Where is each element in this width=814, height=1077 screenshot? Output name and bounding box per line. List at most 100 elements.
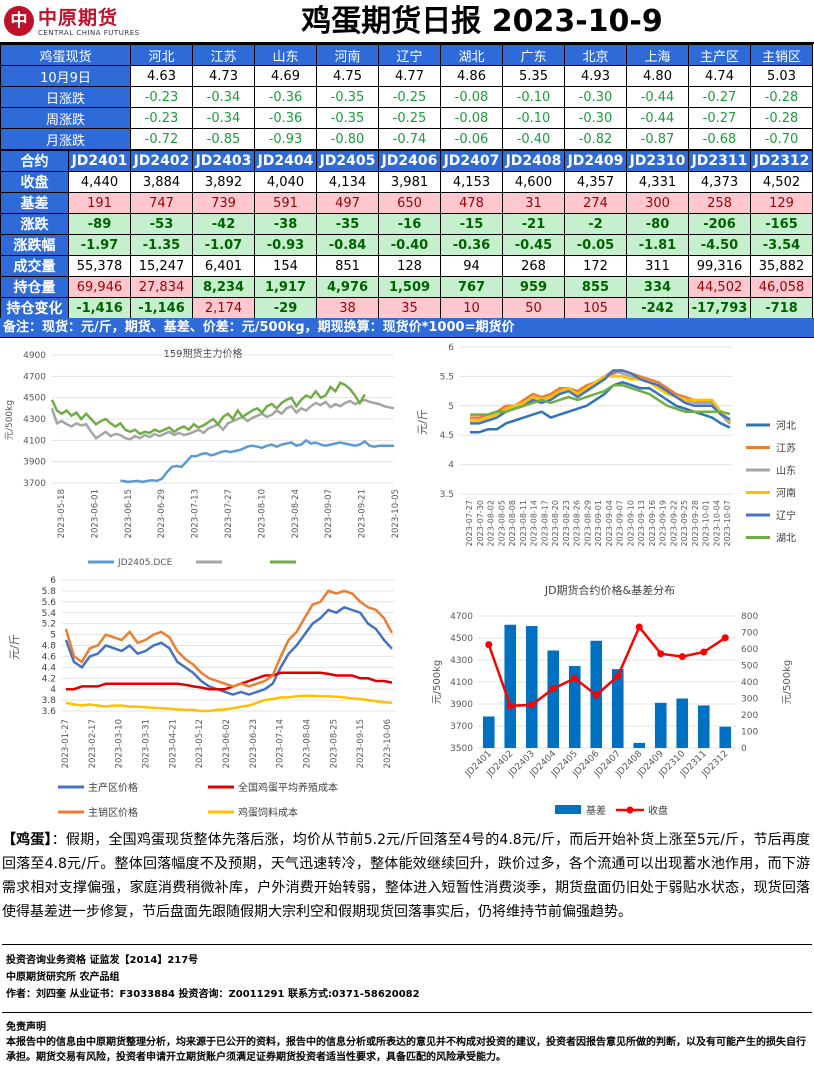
x-tick-label: 2023-09-10 (626, 500, 635, 547)
futures-cell: -2 (564, 213, 627, 235)
x-tick-label: 2023-09-07 (324, 489, 334, 538)
y-tick-label: 4100 (450, 678, 473, 688)
series-line (64, 605, 393, 696)
legend-label: 主产区价格 (88, 781, 138, 794)
x-tick-label: 2023-05-18 (57, 489, 67, 538)
futures-corner-header: 合约 (0, 150, 69, 172)
spot-cell: 4.74 (688, 65, 751, 87)
futures-cell: 4,440 (68, 171, 131, 193)
row-label: 10月9日 (0, 65, 131, 87)
y-tick-label: 4.6 (42, 652, 57, 662)
futures-cell: 4,600 (502, 171, 565, 193)
legend-label: 山东 (776, 464, 796, 477)
y-tick-label: 3.5 (440, 490, 454, 500)
x-tick-label: 2023-08-26 (573, 500, 582, 547)
futures-cell: 8,234 (192, 276, 255, 298)
futures-cell: 38 (316, 297, 379, 319)
futures-cell: -0.84 (316, 234, 379, 256)
futures-cell: -1.97 (68, 234, 131, 256)
futures-cell: -1.07 (192, 234, 255, 256)
futures-cell: 6,401 (192, 255, 255, 277)
futures-cell: -35 (316, 213, 379, 235)
futures-cell: 94 (440, 255, 503, 277)
basis-bar (547, 650, 560, 748)
x-tick-label: 2023-03-10 (115, 719, 125, 768)
spot-cell: 4.80 (626, 65, 689, 87)
table-row: 基差 191 747 739 591 497 650 478 31 274 300 258 129 (0, 192, 813, 214)
y2-tick-label: 300 (741, 695, 758, 705)
y2-tick-label: 600 (741, 645, 758, 655)
spot-cell: 4.73 (192, 65, 255, 87)
chart-title: 159期货主力价格 (163, 347, 242, 360)
y2-tick-label: 200 (741, 711, 758, 721)
region-header: 河北 (130, 44, 193, 66)
table-row: 持仓量 69,946 27,834 8,234 1,917 4,976 1,509 767 95… (0, 276, 813, 298)
basis-bar (525, 626, 538, 748)
spot-cell: -0.34 (192, 107, 255, 129)
futures-cell: -38 (254, 213, 317, 235)
legend-label: 鸡蛋饲料成本 (238, 806, 298, 819)
futures-cell: -0.05 (564, 234, 627, 256)
spot-cell: 4.69 (254, 65, 317, 87)
spot-cell: -0.70 (750, 128, 813, 150)
y-tick-label: 3900 (450, 700, 473, 710)
futures-cell: -89 (68, 213, 131, 235)
legend-label: 基差 (586, 804, 606, 817)
x-tick-label: 2023-04-21 (168, 719, 178, 768)
x-tick-label: 2023-08-24 (291, 489, 301, 538)
close-price-point (635, 623, 643, 631)
region-header: 上海 (626, 44, 689, 66)
basis-bar (611, 669, 624, 748)
spot-cell: -0.28 (750, 107, 813, 129)
x-tick-label: 2023-09-25 (680, 500, 689, 547)
row-label: 日涨跌 (0, 86, 131, 108)
futures-cell: 50 (502, 297, 565, 319)
x-tick-label: 2023-08-23 (562, 500, 571, 547)
y-axis-label: 元/500kg (432, 660, 443, 705)
table-row: 10月9日 4.63 4.73 4.69 4.75 4.77 4.86 5.35 4.93 4.8… (0, 65, 813, 87)
x-tick-label: 2023-10-07 (723, 500, 732, 547)
row-label: 持仓变化 (0, 297, 69, 319)
series-line (64, 589, 394, 688)
disclaimer: 免责声明 本报告中的信息由中原期货整理分析，均来源于已公开的资料，报告中的信息分… (6, 1020, 806, 1065)
x-tick-label: 2023-07-14 (276, 719, 286, 768)
regional-spot-price-chart: 3.5 4 4.5 5 5.5 6 元/斤 2023-07-27 2023-07-30 2023-… (410, 340, 814, 572)
chart-svg: 159期货主力价格 3700 3900 4100 4300 4500 4700 4900 元/5… (5, 347, 401, 568)
x-tick-label: 2023-10-06 (383, 719, 393, 768)
series-line (50, 381, 366, 436)
table-row: 月涨跌 -0.72 -0.85 -0.93 -0.80 -0.74 -0.06 -0.40 -0… (0, 128, 813, 150)
spot-cell: 4.86 (440, 65, 503, 87)
x-tick-label: 2023-08-04 (303, 719, 313, 768)
logo-text-en: CENTRAL CHINA FUTURES (38, 29, 140, 37)
x-tick-label: 2023-08-17 (540, 500, 549, 547)
x-tick-label: 2023-08-14 (530, 500, 539, 547)
futures-cell: 747 (130, 192, 193, 214)
report-title: 鸡蛋期货日报 2023-10-9 (301, 4, 663, 39)
region-header: 主销区 (750, 44, 813, 66)
futures-cell: 274 (564, 192, 627, 214)
spot-price-table: 鸡蛋现货 河北 江苏 山东 河南 辽宁 湖北 广东 北京 上海 主产区 主销区 10月9日 4.63 4.7… (0, 44, 813, 150)
spot-cell: -0.34 (192, 86, 255, 108)
contract-header: JD2406 (378, 150, 441, 172)
legend-label: JD2405.DCE (117, 558, 173, 568)
futures-cell: 334 (626, 276, 689, 298)
x-tick-label: 2023-10-05 (391, 489, 401, 538)
futures-cell: -1.35 (130, 234, 193, 256)
legend-label: 江苏 (776, 442, 796, 455)
y-tick-label: 4 (448, 461, 454, 471)
department-line: 中原期货研究所 农产品组 (6, 972, 120, 983)
spot-cell: -0.08 (440, 107, 503, 129)
spot-cell: 4.77 (378, 65, 441, 87)
x-tick-label: 2023-09-07 (616, 500, 625, 547)
region-header: 主产区 (688, 44, 751, 66)
contract-header: JD2312 (750, 150, 813, 172)
futures-cell: 128 (378, 255, 441, 277)
spot-cell: -0.30 (564, 107, 627, 129)
series-line (120, 438, 394, 484)
y-tick-label: 5 (448, 402, 454, 412)
y-tick-label: 3.8 (42, 696, 57, 706)
futures-cell: -206 (688, 213, 751, 235)
futures-cell: 2,174 (192, 297, 255, 319)
spot-cell: -0.44 (626, 86, 689, 108)
futures-cell: -17,793 (688, 297, 751, 319)
